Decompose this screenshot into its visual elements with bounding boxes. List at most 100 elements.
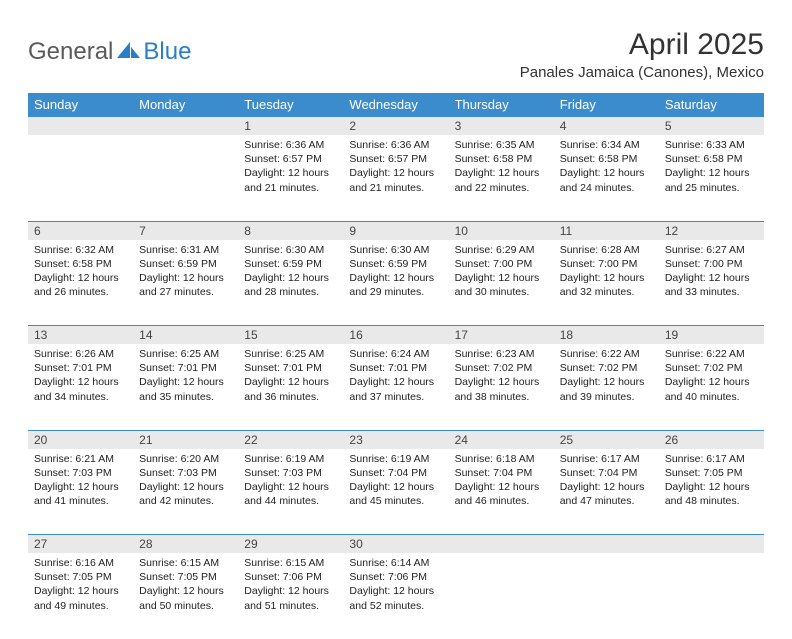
day-details: Sunrise: 6:26 AMSunset: 7:01 PMDaylight:… bbox=[28, 344, 133, 410]
day-number-cell: 16 bbox=[343, 326, 448, 345]
day-body-cell: Sunrise: 6:29 AMSunset: 7:00 PMDaylight:… bbox=[449, 240, 554, 326]
day-number: 16 bbox=[343, 326, 448, 344]
daylight-line: Daylight: 12 hours and 42 minutes. bbox=[139, 480, 232, 508]
day-number-cell: 10 bbox=[449, 221, 554, 240]
weekday-header: Tuesday bbox=[238, 93, 343, 117]
sunrise-line: Sunrise: 6:28 AM bbox=[560, 243, 653, 257]
sunrise-line: Sunrise: 6:23 AM bbox=[455, 347, 548, 361]
sunset-line: Sunset: 6:57 PM bbox=[349, 152, 442, 166]
day-number-cell: 30 bbox=[343, 535, 448, 554]
day-number-cell: 20 bbox=[28, 430, 133, 449]
day-details: Sunrise: 6:20 AMSunset: 7:03 PMDaylight:… bbox=[133, 449, 238, 515]
day-details: Sunrise: 6:31 AMSunset: 6:59 PMDaylight:… bbox=[133, 240, 238, 306]
daylight-line: Daylight: 12 hours and 51 minutes. bbox=[244, 584, 337, 612]
sunset-line: Sunset: 6:59 PM bbox=[349, 257, 442, 271]
day-number: 24 bbox=[449, 431, 554, 449]
day-details: Sunrise: 6:16 AMSunset: 7:05 PMDaylight:… bbox=[28, 553, 133, 619]
day-body-cell: Sunrise: 6:24 AMSunset: 7:01 PMDaylight:… bbox=[343, 344, 448, 430]
day-number-cell bbox=[554, 535, 659, 554]
day-number-cell: 6 bbox=[28, 221, 133, 240]
day-body-cell bbox=[133, 135, 238, 221]
sunset-line: Sunset: 7:00 PM bbox=[665, 257, 758, 271]
sunset-line: Sunset: 6:59 PM bbox=[139, 257, 232, 271]
day-body-cell bbox=[659, 553, 764, 639]
day-number: 2 bbox=[343, 117, 448, 135]
daynum-row: 6789101112 bbox=[28, 221, 764, 240]
day-details: Sunrise: 6:23 AMSunset: 7:02 PMDaylight:… bbox=[449, 344, 554, 410]
sunset-line: Sunset: 6:58 PM bbox=[34, 257, 127, 271]
day-number-cell bbox=[133, 117, 238, 136]
day-details: Sunrise: 6:22 AMSunset: 7:02 PMDaylight:… bbox=[554, 344, 659, 410]
day-details: Sunrise: 6:24 AMSunset: 7:01 PMDaylight:… bbox=[343, 344, 448, 410]
day-number-cell bbox=[28, 117, 133, 136]
day-details: Sunrise: 6:25 AMSunset: 7:01 PMDaylight:… bbox=[133, 344, 238, 410]
day-body-cell: Sunrise: 6:15 AMSunset: 7:06 PMDaylight:… bbox=[238, 553, 343, 639]
sunrise-line: Sunrise: 6:18 AM bbox=[455, 452, 548, 466]
day-number-cell: 7 bbox=[133, 221, 238, 240]
day-body-row: Sunrise: 6:32 AMSunset: 6:58 PMDaylight:… bbox=[28, 240, 764, 326]
day-number-cell: 12 bbox=[659, 221, 764, 240]
day-details: Sunrise: 6:29 AMSunset: 7:00 PMDaylight:… bbox=[449, 240, 554, 306]
sunrise-line: Sunrise: 6:16 AM bbox=[34, 556, 127, 570]
daylight-line: Daylight: 12 hours and 32 minutes. bbox=[560, 271, 653, 299]
day-number-cell: 1 bbox=[238, 117, 343, 136]
daylight-line: Daylight: 12 hours and 26 minutes. bbox=[34, 271, 127, 299]
sunset-line: Sunset: 6:58 PM bbox=[665, 152, 758, 166]
sunrise-line: Sunrise: 6:15 AM bbox=[139, 556, 232, 570]
day-number: 18 bbox=[554, 326, 659, 344]
day-number-cell: 21 bbox=[133, 430, 238, 449]
day-number: 17 bbox=[449, 326, 554, 344]
sunrise-line: Sunrise: 6:25 AM bbox=[139, 347, 232, 361]
day-body-cell: Sunrise: 6:31 AMSunset: 6:59 PMDaylight:… bbox=[133, 240, 238, 326]
sunset-line: Sunset: 7:05 PM bbox=[139, 570, 232, 584]
daylight-line: Daylight: 12 hours and 28 minutes. bbox=[244, 271, 337, 299]
day-number-cell: 19 bbox=[659, 326, 764, 345]
header: General Blue April 2025 Panales Jamaica … bbox=[28, 28, 764, 81]
calendar-table: Sunday Monday Tuesday Wednesday Thursday… bbox=[28, 93, 764, 639]
day-details: Sunrise: 6:17 AMSunset: 7:05 PMDaylight:… bbox=[659, 449, 764, 515]
sunrise-line: Sunrise: 6:20 AM bbox=[139, 452, 232, 466]
calendar-page: General Blue April 2025 Panales Jamaica … bbox=[0, 0, 792, 639]
day-body-cell: Sunrise: 6:14 AMSunset: 7:06 PMDaylight:… bbox=[343, 553, 448, 639]
daylight-line: Daylight: 12 hours and 29 minutes. bbox=[349, 271, 442, 299]
sunset-line: Sunset: 7:02 PM bbox=[665, 361, 758, 375]
sunrise-line: Sunrise: 6:33 AM bbox=[665, 138, 758, 152]
sunset-line: Sunset: 7:02 PM bbox=[560, 361, 653, 375]
logo-sail-icon bbox=[117, 40, 141, 65]
sunset-line: Sunset: 7:03 PM bbox=[244, 466, 337, 480]
sunrise-line: Sunrise: 6:31 AM bbox=[139, 243, 232, 257]
day-number-cell: 26 bbox=[659, 430, 764, 449]
sunrise-line: Sunrise: 6:15 AM bbox=[244, 556, 337, 570]
day-number-cell: 27 bbox=[28, 535, 133, 554]
sunset-line: Sunset: 7:05 PM bbox=[34, 570, 127, 584]
day-number-cell: 25 bbox=[554, 430, 659, 449]
day-number-cell: 8 bbox=[238, 221, 343, 240]
daylight-line: Daylight: 12 hours and 45 minutes. bbox=[349, 480, 442, 508]
sunset-line: Sunset: 7:04 PM bbox=[560, 466, 653, 480]
day-number: 14 bbox=[133, 326, 238, 344]
sunrise-line: Sunrise: 6:17 AM bbox=[665, 452, 758, 466]
day-number: 21 bbox=[133, 431, 238, 449]
weekday-header: Friday bbox=[554, 93, 659, 117]
calendar-body: 12345Sunrise: 6:36 AMSunset: 6:57 PMDayl… bbox=[28, 117, 764, 639]
day-details: Sunrise: 6:27 AMSunset: 7:00 PMDaylight:… bbox=[659, 240, 764, 306]
day-body-cell: Sunrise: 6:28 AMSunset: 7:00 PMDaylight:… bbox=[554, 240, 659, 326]
day-number-cell: 4 bbox=[554, 117, 659, 136]
daylight-line: Daylight: 12 hours and 36 minutes. bbox=[244, 375, 337, 403]
day-details: Sunrise: 6:30 AMSunset: 6:59 PMDaylight:… bbox=[238, 240, 343, 306]
sunrise-line: Sunrise: 6:26 AM bbox=[34, 347, 127, 361]
day-number-cell: 24 bbox=[449, 430, 554, 449]
daylight-line: Daylight: 12 hours and 30 minutes. bbox=[455, 271, 548, 299]
day-details: Sunrise: 6:25 AMSunset: 7:01 PMDaylight:… bbox=[238, 344, 343, 410]
sunrise-line: Sunrise: 6:36 AM bbox=[244, 138, 337, 152]
day-number-cell: 13 bbox=[28, 326, 133, 345]
daylight-line: Daylight: 12 hours and 49 minutes. bbox=[34, 584, 127, 612]
weekday-header: Monday bbox=[133, 93, 238, 117]
day-body-cell bbox=[449, 553, 554, 639]
sunset-line: Sunset: 7:00 PM bbox=[455, 257, 548, 271]
day-number-cell: 28 bbox=[133, 535, 238, 554]
day-body-cell: Sunrise: 6:30 AMSunset: 6:59 PMDaylight:… bbox=[238, 240, 343, 326]
logo-word2: Blue bbox=[143, 38, 191, 66]
logo: General Blue bbox=[28, 28, 191, 66]
day-body-cell: Sunrise: 6:22 AMSunset: 7:02 PMDaylight:… bbox=[659, 344, 764, 430]
